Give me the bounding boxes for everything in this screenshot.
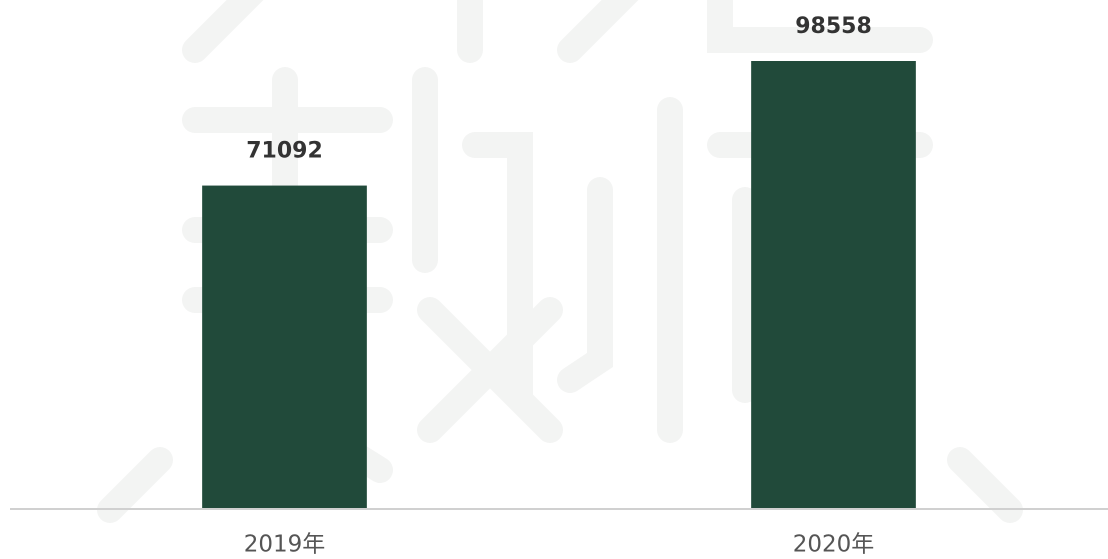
x-tick-label: 2020年 bbox=[793, 532, 875, 558]
x-tick-label: 2019年 bbox=[244, 532, 326, 558]
bar bbox=[202, 185, 367, 508]
value-label: 71092 bbox=[246, 139, 323, 164]
bar bbox=[751, 61, 916, 508]
value-label: 98558 bbox=[795, 14, 872, 39]
